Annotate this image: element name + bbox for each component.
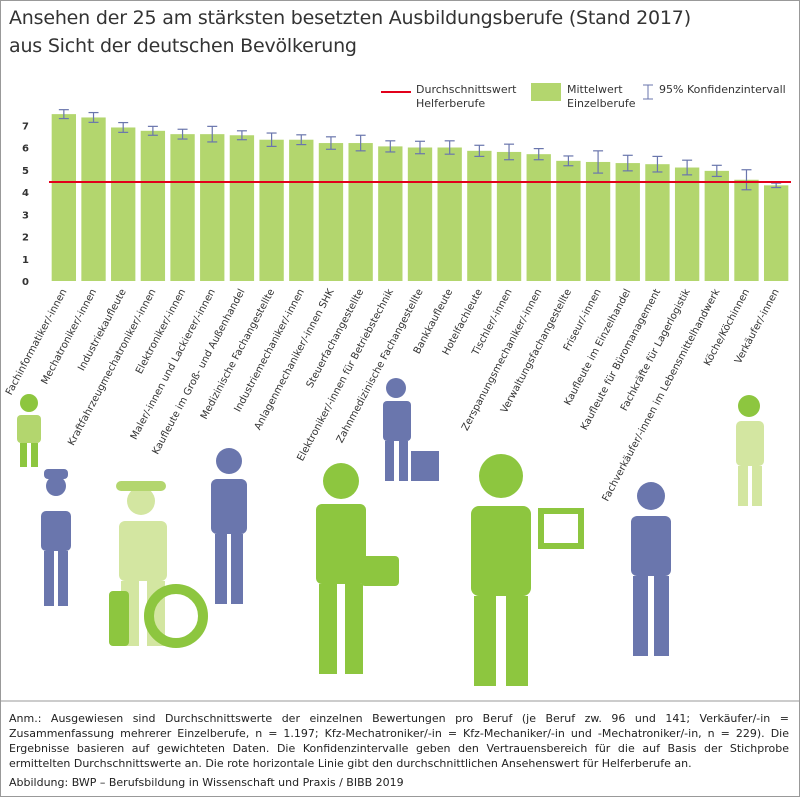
error-bar — [444, 140, 455, 155]
bar — [318, 143, 344, 281]
bar — [407, 147, 433, 281]
error-bar — [88, 111, 99, 123]
error-bar — [147, 125, 158, 136]
y-tick-label: 1 — [22, 255, 29, 266]
error-bar — [415, 140, 425, 155]
bar — [615, 163, 640, 281]
bar — [51, 114, 77, 281]
bar — [704, 170, 729, 281]
error-bar — [296, 134, 307, 146]
bar — [585, 161, 611, 281]
error-bar — [474, 144, 485, 157]
bar — [140, 130, 166, 281]
chart-title: Ansehen der 25 am stärksten besetzten Au… — [9, 7, 691, 29]
bar — [111, 127, 136, 281]
error-bar — [207, 125, 218, 143]
y-tick-label: 7 — [22, 121, 29, 132]
y-tick-label: 6 — [22, 144, 29, 155]
error-bar — [533, 148, 544, 161]
bar — [437, 147, 462, 281]
bar — [229, 135, 255, 281]
legend-label: Durchschnittswert Helferberufe — [416, 83, 517, 110]
error-bar — [711, 164, 722, 178]
error-bar — [236, 130, 247, 141]
source: Abbildung: BWP – Berufsbildung in Wissen… — [9, 776, 404, 789]
bar — [763, 185, 789, 281]
bar — [200, 134, 225, 281]
bar — [259, 139, 284, 281]
error-bar — [682, 159, 693, 176]
error-bar — [622, 154, 633, 172]
error-bar — [266, 132, 277, 147]
error-bar — [58, 109, 69, 120]
note: Anm.: Ausgewiesen sind Durchschnittswert… — [9, 712, 789, 770]
error-bar — [771, 182, 782, 189]
illustrations — [17, 378, 764, 686]
x-tick-label: Mechatroniker/-innen — [39, 287, 99, 386]
error-bar — [355, 134, 366, 152]
bar — [348, 143, 373, 281]
y-tick-label: 3 — [22, 210, 29, 221]
bar — [289, 139, 314, 281]
error-bar — [177, 128, 188, 140]
error-bar — [325, 136, 336, 150]
legend-label: Mittelwert Einzelberufe — [567, 83, 636, 110]
bar — [170, 134, 195, 281]
bar — [645, 164, 670, 281]
error-bar — [593, 150, 604, 174]
bar — [378, 146, 403, 281]
bar — [81, 117, 106, 282]
error-bar — [741, 169, 752, 191]
x-tick-label: Steuerfachangestellte — [305, 287, 367, 390]
error-bar — [118, 121, 129, 133]
y-tick-label: 0 — [22, 277, 29, 288]
bar — [674, 167, 700, 281]
bar — [734, 179, 759, 281]
legend-swatch — [531, 83, 561, 101]
error-bar — [385, 140, 396, 153]
chart-subtitle: aus Sicht der deutschen Bevölkerung — [9, 35, 357, 57]
bar — [526, 154, 551, 281]
bar — [496, 151, 522, 281]
error-bar — [563, 155, 574, 167]
bar — [556, 160, 581, 281]
y-tick-label: 4 — [22, 188, 29, 199]
error-bar — [504, 143, 515, 161]
y-tick-label: 5 — [22, 166, 29, 177]
bar — [467, 150, 492, 281]
legend-label: 95% Konfidenzintervall — [659, 83, 786, 96]
error-bar — [652, 155, 663, 173]
y-tick-label: 2 — [22, 233, 29, 244]
